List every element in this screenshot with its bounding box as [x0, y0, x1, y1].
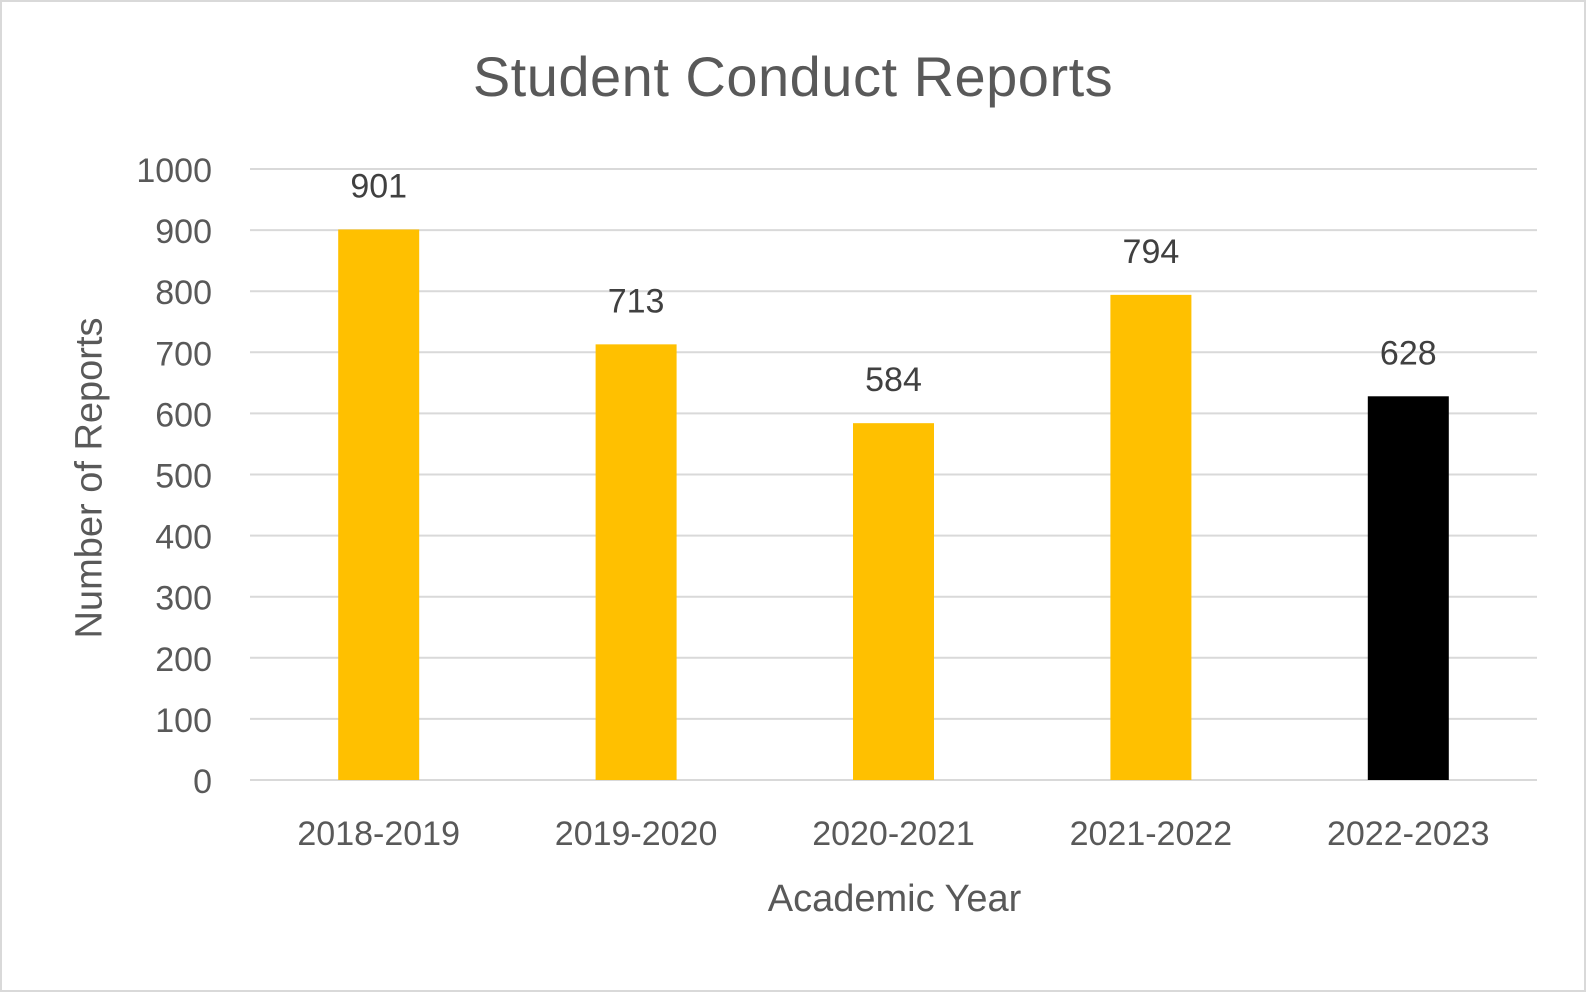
y-tick-label: 400	[155, 519, 212, 557]
bar	[853, 423, 934, 780]
bar	[338, 229, 420, 780]
bar	[595, 344, 677, 780]
y-tick-label: 600	[155, 396, 212, 434]
y-tick-label: 900	[155, 213, 212, 251]
chart-title: Student Conduct Reports	[472, 45, 1114, 108]
x-tick-label: 2018-2019	[297, 815, 460, 853]
data-label: 901	[350, 167, 407, 205]
x-tick-label: 2022-2023	[1327, 815, 1490, 853]
y-tick-label: 1000	[136, 152, 212, 190]
x-tick-label: 2020-2021	[812, 815, 975, 853]
y-tick-label: 700	[155, 335, 212, 373]
y-tick-label: 100	[155, 702, 212, 740]
y-tick-label: 800	[155, 274, 212, 312]
y-tick-label: 0	[193, 763, 212, 801]
x-axis-title: Academic Year	[767, 878, 1022, 920]
y-tick-label: 200	[155, 641, 212, 679]
bar	[1110, 294, 1192, 780]
data-label: 713	[608, 282, 665, 320]
data-label: 628	[1380, 334, 1437, 372]
data-label: 794	[1123, 233, 1180, 271]
bar	[1367, 396, 1449, 780]
data-label: 584	[865, 361, 922, 399]
y-tick-label: 500	[155, 458, 212, 496]
x-tick-label: 2021-2022	[1070, 815, 1233, 853]
y-tick-label: 300	[155, 580, 212, 618]
x-tick-label: 2019-2020	[555, 815, 718, 853]
